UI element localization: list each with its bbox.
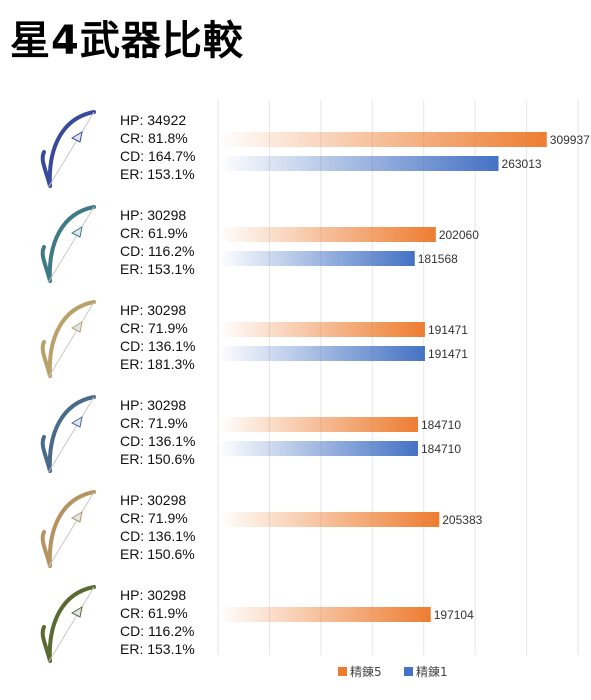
bow-weapon-icon [40, 300, 96, 379]
bow-ornament [70, 415, 83, 428]
weapon-stat: ER: 181.3% [120, 356, 195, 372]
bow-limb [40, 300, 96, 378]
weapon-stat: CD: 164.7% [120, 148, 195, 164]
bar-refine5 [218, 132, 547, 147]
bow-limb [40, 395, 96, 473]
legend: 精錬5 精錬1 [338, 664, 448, 679]
bar-value-label: 263013 [502, 157, 542, 171]
bar-value-label: 197104 [434, 608, 474, 622]
bar-refine1 [218, 251, 415, 266]
bow-limb [40, 585, 96, 663]
weapon-icons [40, 110, 96, 664]
bar-refine5 [218, 607, 431, 622]
bar-refine1 [218, 441, 418, 456]
weapon-stat: CR: 61.9% [120, 605, 188, 621]
bow-limb [40, 110, 96, 188]
grid-lines [217, 100, 579, 655]
bar-value-label: 205383 [442, 513, 482, 527]
weapon-stat: HP: 30298 [120, 207, 186, 223]
bow-string [47, 586, 95, 664]
weapon-stat: CR: 71.9% [120, 510, 188, 526]
bar-refine5 [218, 322, 425, 337]
bow-ornament [70, 510, 83, 523]
bar-value-label: 309937 [550, 133, 590, 147]
bow-weapon-icon [40, 205, 96, 284]
weapon-stat: HP: 34922 [120, 112, 186, 128]
bar-value-label: 184710 [421, 442, 461, 456]
weapon-stat: ER: 153.1% [120, 261, 195, 277]
bar-refine5 [218, 417, 418, 432]
bow-string [47, 396, 95, 474]
bar-value-label: 181568 [418, 252, 458, 266]
weapon-stat: CD: 136.1% [120, 528, 195, 544]
bow-string [47, 301, 95, 379]
weapon-stat: HP: 30298 [120, 492, 186, 508]
weapon-stat: ER: 153.1% [120, 641, 195, 657]
bow-ornament [70, 130, 83, 143]
weapon-stat: CR: 61.9% [120, 225, 188, 241]
weapon-stat: CD: 136.1% [120, 433, 195, 449]
bow-ornament [70, 605, 83, 618]
bow-limb [40, 205, 96, 283]
legend-swatch [338, 667, 347, 676]
bow-weapon-icon [40, 110, 96, 189]
bow-weapon-icon [40, 585, 96, 664]
bar-refine5 [218, 512, 440, 527]
legend-label: 精錬5 [350, 664, 382, 679]
weapon-stat: ER: 153.1% [120, 166, 195, 182]
weapon-stat: CD: 116.2% [120, 243, 194, 259]
legend-label: 精錬1 [416, 664, 448, 679]
bar-value-label: 191471 [428, 347, 468, 361]
legend-swatch [404, 667, 413, 676]
weapon-stat: ER: 150.6% [120, 451, 195, 467]
page-title: 星4武器比較 [10, 18, 244, 64]
bow-weapon-icon [40, 395, 96, 474]
bow-string [47, 111, 95, 189]
bow-string [47, 491, 95, 569]
bars [218, 132, 547, 622]
weapon-stat: HP: 30298 [120, 587, 186, 603]
weapon-stat: CD: 136.1% [120, 338, 195, 354]
bar-refine1 [218, 346, 425, 361]
bow-string [47, 206, 95, 284]
bar-value-label: 184710 [421, 418, 461, 432]
weapon-stat: CD: 116.2% [120, 623, 194, 639]
bow-ornament [70, 225, 83, 238]
bow-ornament [70, 320, 83, 333]
bar-value-label: 202060 [439, 228, 479, 242]
bar-refine1 [218, 156, 499, 171]
weapon-stat: HP: 30298 [120, 302, 186, 318]
bar-refine5 [218, 227, 436, 242]
bar-value-label: 191471 [428, 323, 468, 337]
bow-limb [40, 490, 96, 568]
bow-weapon-icon [40, 490, 96, 569]
weapon-stat: HP: 30298 [120, 397, 186, 413]
weapon-stat: CR: 81.8% [120, 130, 188, 146]
weapon-stat: CR: 71.9% [120, 320, 188, 336]
weapon-stat: ER: 150.6% [120, 546, 195, 562]
weapon-stat: CR: 71.9% [120, 415, 188, 431]
labels: HP: 34922 CR: 81.8% CD: 164.7% ER: 153.1% 30… [120, 112, 590, 657]
